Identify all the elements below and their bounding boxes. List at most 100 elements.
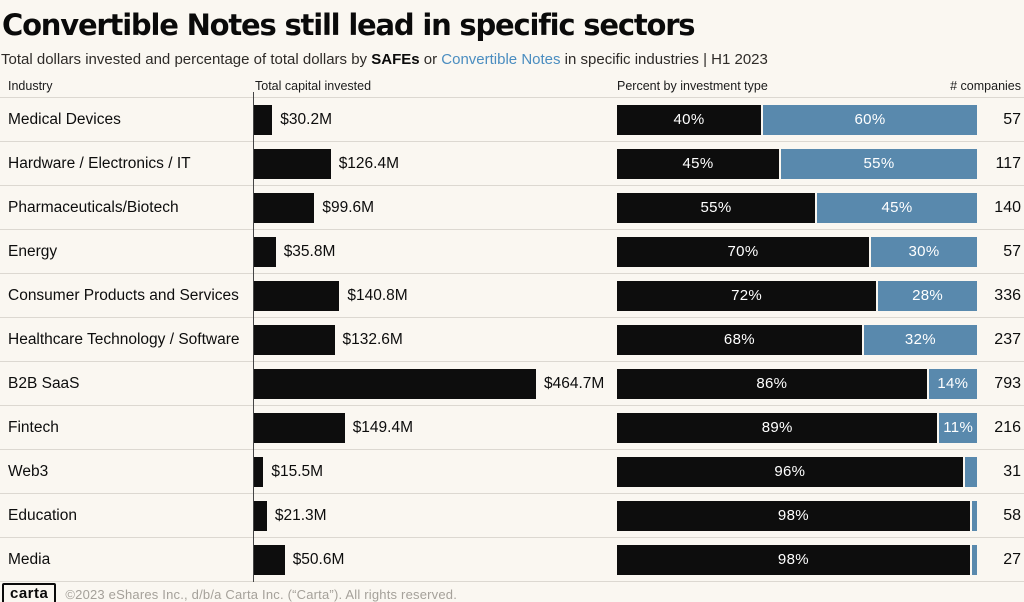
company-count: 117 (995, 154, 1021, 172)
capital-cell: $50.6M (253, 538, 617, 581)
safe-percent-label: 98% (777, 507, 809, 524)
convertible-notes-legend-label: Convertible Notes (441, 51, 561, 68)
convertible-percent-bar (971, 544, 977, 575)
capital-value-label: $149.4M (352, 418, 414, 436)
safe-percent-bar: 86% (617, 368, 927, 399)
company-count: 140 (994, 198, 1021, 216)
safe-percent-label: 45% (682, 155, 714, 172)
industry-label: Web3 (8, 462, 49, 480)
convertible-percent-label: 60% (854, 111, 886, 128)
table-row: Medical Devices $30.2M 40% 60% 57 (0, 98, 1024, 142)
copyright-text: ©2023 eShares Inc., d/b/a Carta Inc. (“C… (65, 586, 458, 602)
company-count: 57 (1003, 242, 1021, 260)
table-header-row: Industry Total capital invested Percent … (0, 79, 1024, 98)
column-header-percent: Percent by investment type (617, 79, 768, 93)
industry-label: Pharmaceuticals/Biotech (8, 198, 179, 216)
capital-bar (254, 412, 345, 443)
percent-cell: 98% (617, 538, 977, 581)
safe-percent-label: 40% (673, 111, 705, 128)
capital-cell: $15.5M (253, 450, 617, 493)
column-header-companies: # companies (950, 79, 1021, 93)
company-count: 27 (1003, 550, 1021, 568)
capital-bar (254, 148, 331, 179)
safe-percent-bar: 40% (617, 104, 761, 135)
convertible-percent-label: 30% (908, 243, 940, 260)
safe-percent-bar: 70% (617, 236, 869, 267)
table-body: Medical Devices $30.2M 40% 60% 57 Hardwa… (0, 98, 1024, 582)
industry-label: Medical Devices (8, 110, 121, 128)
capital-cell: $132.6M (253, 318, 617, 361)
table-row: Consumer Products and Services $140.8M 7… (0, 274, 1024, 318)
chart-subtitle: Total dollars invested and percentage of… (1, 50, 1024, 70)
convertible-percent-label: 28% (912, 287, 944, 304)
table-row: Healthcare Technology / Software $132.6M… (0, 318, 1024, 362)
company-count: 216 (994, 418, 1021, 436)
percent-cell: 40% 60% (617, 98, 977, 141)
convertible-percent-bar: 14% (928, 368, 977, 399)
capital-bar (254, 280, 340, 311)
capital-bar (254, 236, 276, 267)
percent-cell: 89% 11% (617, 406, 977, 449)
percent-cell: 70% 30% (617, 230, 977, 273)
convertible-percent-label: 32% (904, 331, 936, 348)
industry-label: Healthcare Technology / Software (8, 330, 240, 348)
percent-cell: 45% 55% (617, 142, 977, 185)
company-count: 31 (1003, 462, 1021, 480)
convertible-percent-bar: 11% (939, 412, 977, 443)
capital-cell: $35.8M (253, 230, 617, 273)
column-header-capital: Total capital invested (255, 79, 372, 93)
table-row: Hardware / Electronics / IT $126.4M 45% … (0, 142, 1024, 186)
convertible-percent-bar: 60% (763, 104, 977, 135)
capital-value-label: $464.7M (544, 374, 605, 392)
company-count: 793 (994, 374, 1021, 392)
percent-cell: 72% 28% (617, 274, 977, 317)
capital-value-label: $50.6M (292, 550, 345, 568)
capital-bar (254, 324, 335, 355)
capital-bar (254, 544, 285, 575)
safe-percent-bar: 45% (617, 148, 779, 179)
safe-percent-label: 68% (723, 331, 755, 348)
convertible-percent-bar: 45% (817, 192, 977, 223)
capital-bar (254, 104, 273, 135)
baseline-divider (253, 92, 254, 582)
convertible-percent-label: 11% (943, 419, 974, 436)
industry-label: Fintech (8, 418, 59, 436)
safe-percent-bar: 96% (617, 456, 963, 487)
capital-bar (254, 456, 264, 487)
safe-percent-bar: 72% (617, 280, 877, 311)
convertible-percent-bar: 32% (863, 324, 977, 355)
capital-value-label: $132.6M (342, 330, 403, 348)
capital-cell: $21.3M (253, 494, 617, 537)
capital-value-label: $35.8M (283, 242, 336, 260)
safe-percent-label: 86% (756, 375, 788, 392)
company-count: 237 (994, 330, 1021, 348)
table-row: Education $21.3M 98% 58 (0, 494, 1024, 538)
convertible-percent-bar: 55% (781, 148, 977, 179)
table-row: Web3 $15.5M 96% 31 (0, 450, 1024, 494)
subtitle-suffix: in specific industries | H1 2023 (560, 51, 768, 68)
convertible-percent-label: 45% (881, 199, 913, 216)
table-row: Energy $35.8M 70% 30% 57 (0, 230, 1024, 274)
industry-label: Consumer Products and Services (8, 286, 239, 304)
safe-percent-label: 55% (700, 199, 732, 216)
subtitle-middle: or (419, 51, 442, 68)
capital-cell: $149.4M (253, 406, 617, 449)
table-row: Pharmaceuticals/Biotech $99.6M 55% 45% 1… (0, 186, 1024, 230)
convertible-percent-bar: 30% (871, 236, 977, 267)
capital-value-label: $140.8M (347, 286, 408, 304)
column-header-industry: Industry (8, 79, 53, 93)
subtitle-prefix: Total dollars invested and percentage of… (1, 51, 372, 68)
safe-percent-label: 70% (727, 243, 759, 260)
safe-percent-label: 98% (777, 551, 809, 568)
safe-percent-bar: 89% (617, 412, 938, 443)
carta-logo: carta (2, 582, 57, 602)
safe-percent-bar: 98% (617, 544, 970, 575)
chart-page: Convertible Notes still lead in specific… (0, 5, 1024, 602)
safe-percent-label: 96% (774, 463, 806, 480)
capital-value-label: $21.3M (274, 506, 327, 524)
industry-label: Energy (8, 242, 58, 260)
company-count: 57 (1003, 110, 1021, 128)
company-count: 336 (994, 286, 1021, 304)
industry-label: B2B SaaS (8, 374, 80, 392)
percent-cell: 96% (617, 450, 977, 493)
